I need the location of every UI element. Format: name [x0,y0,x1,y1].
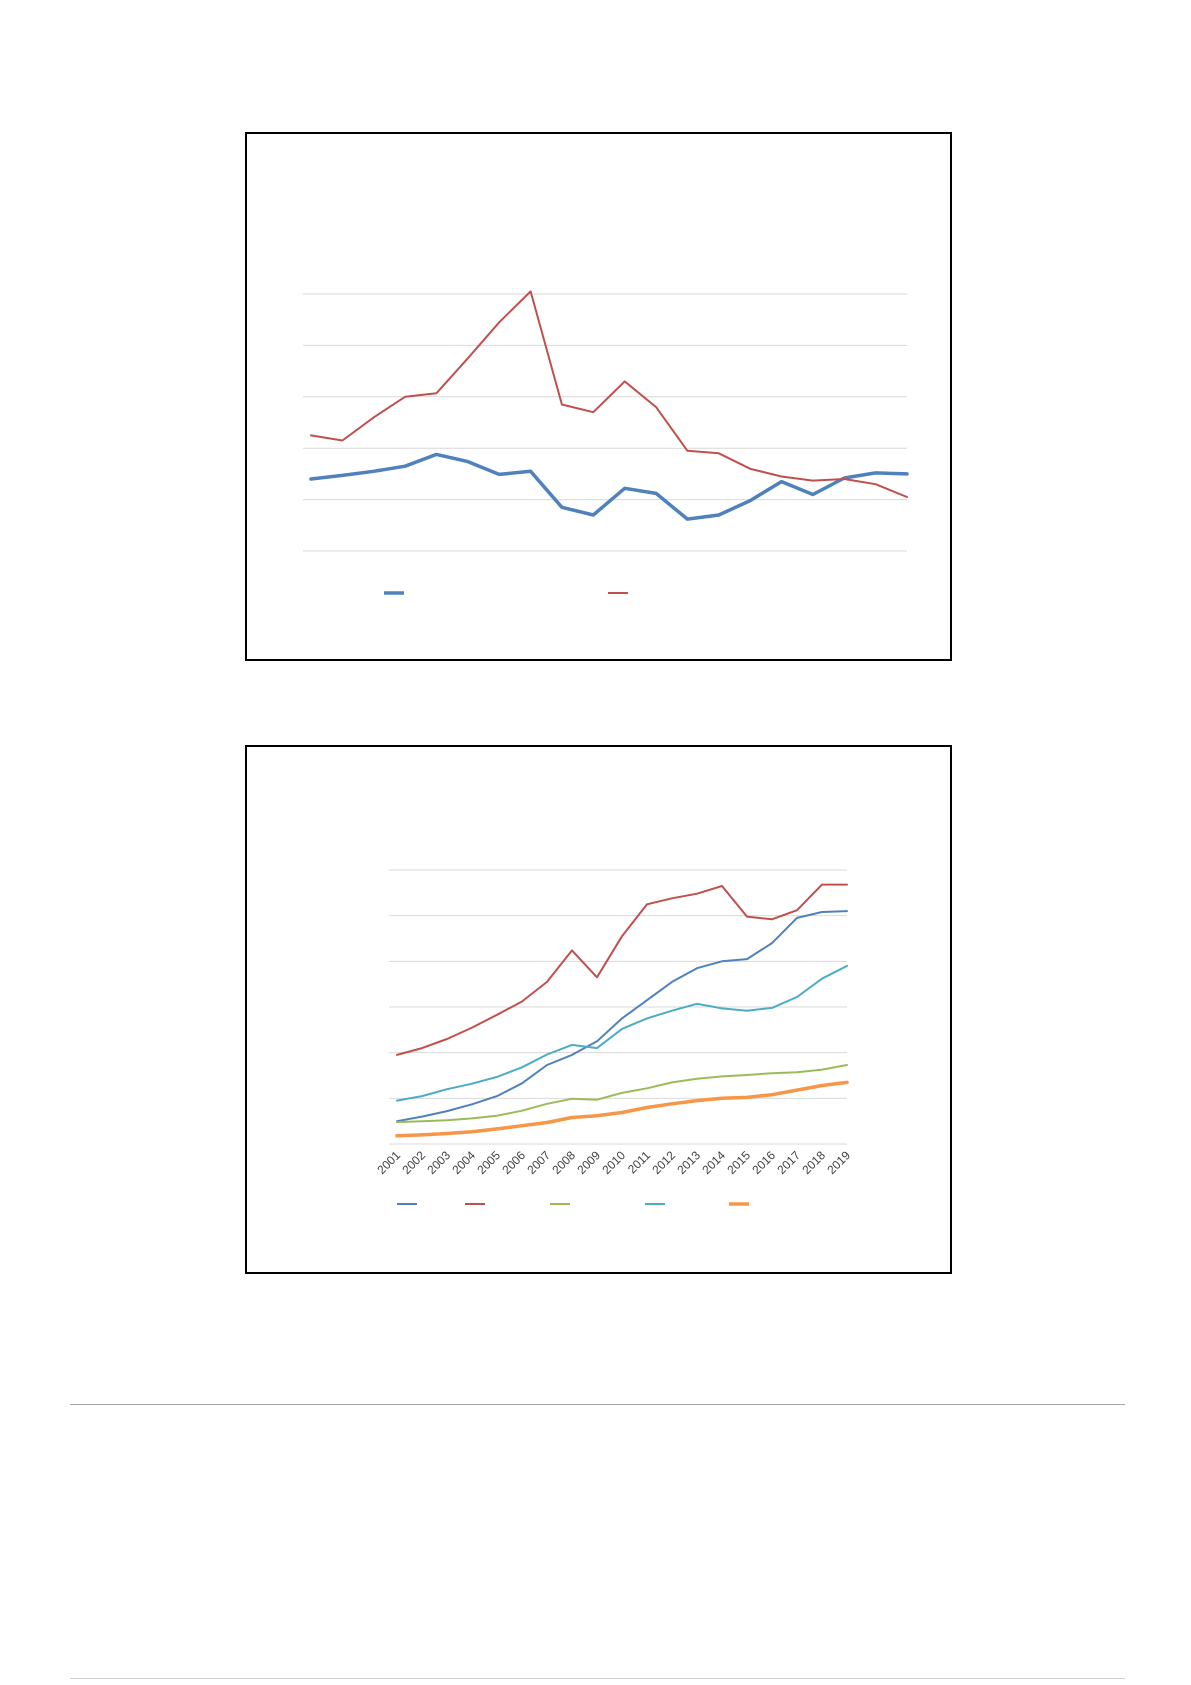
chart-1-plot [303,290,909,595]
chart-2-series-2-line [396,883,848,1056]
chart-2-x-tick-label: 2012 [649,1148,678,1177]
chart-2-x-tick-label: 2007 [524,1148,553,1177]
chart-2-x-tick-label: 2013 [674,1148,703,1177]
chart-2-x-tick-label: 2002 [399,1148,428,1177]
chart-2: 2001 2002 2003 2004 2005 2006 2007 2008 2009 2010… [245,745,952,1274]
chart-2-plot: 2001200220032004200520062007200820092010… [374,869,853,1206]
chart-2-x-tick-label: 2008 [549,1148,578,1177]
chart-2-x-tick-label: 2005 [474,1148,503,1177]
page-divider [70,1404,1125,1405]
chart-2-x-tick-label: 2011 [625,1148,653,1176]
chart-2-x-tick-label: 2010 [599,1148,628,1177]
chart-2-x-tick-label: 2018 [799,1148,828,1177]
chart-2-x-tick-label: 2006 [499,1148,528,1177]
chart-1 [245,132,952,661]
chart-2-x-tick-label: 2016 [749,1148,778,1177]
chart-1-series-2-line [310,290,908,498]
chart-2-x-tick-label: 2019 [824,1148,853,1177]
chart-2-series-4-line [396,964,848,1102]
chart-2-x-tick-label: 2017 [774,1148,803,1177]
chart-2-x-tick-label: 2009 [574,1148,603,1177]
chart-2-x-tick-label: 2003 [424,1148,453,1177]
chart-2-series-5-line [395,1080,849,1138]
chart-2-x-tick-label: 2015 [724,1148,753,1177]
chart-2-x-tick-label: 2004 [449,1148,478,1177]
chart-2-x-tick-label: 2001 [374,1148,403,1177]
chart-2-series-1-line [396,910,848,1123]
page-footer-line [70,1678,1125,1679]
chart-2-x-tick-label: 2014 [699,1148,728,1177]
chart-1-series-1-line [309,452,909,521]
chart-2-series-3-line [396,1064,848,1124]
